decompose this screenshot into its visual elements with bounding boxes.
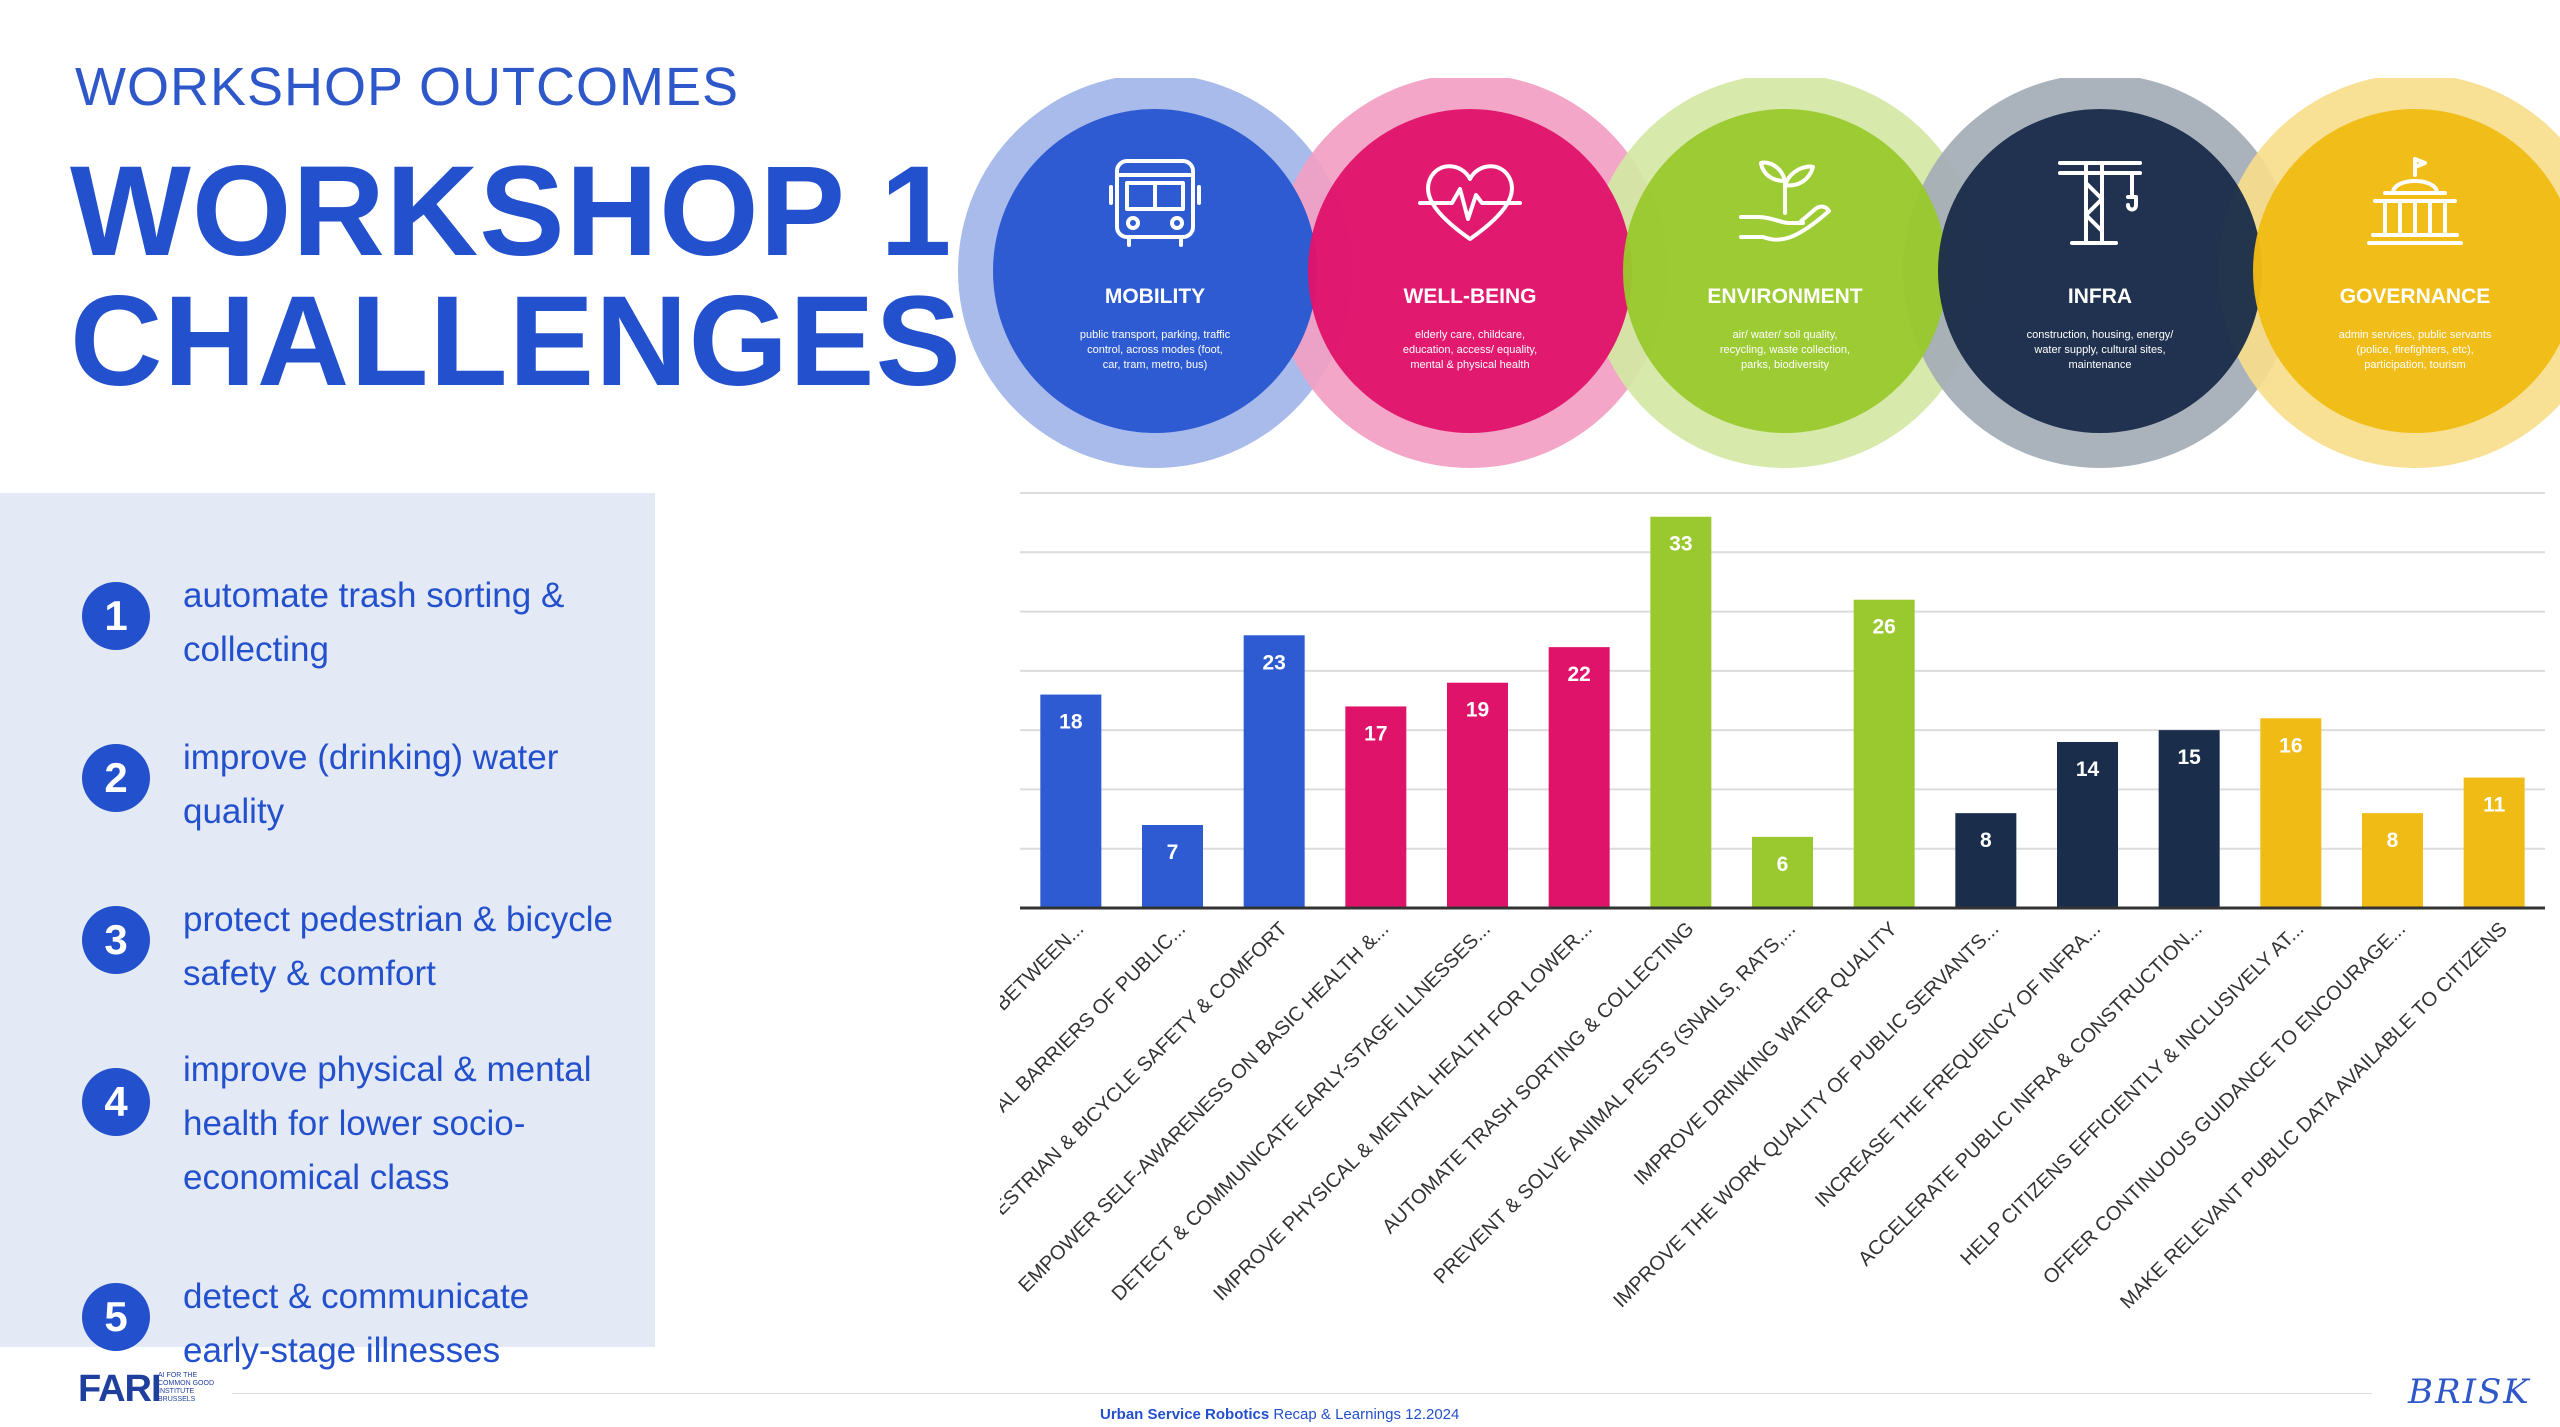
heart-pulse-icon	[1418, 164, 1522, 241]
bar-1	[1040, 694, 1102, 908]
bar-value-label-10: 8	[1980, 829, 1992, 852]
fari-logo: FARI	[78, 1368, 162, 1410]
bar-value-label-9: 26	[1872, 616, 1895, 639]
x-tick-label-5: DETECT & COMMUNICATE EARLY-STAGE ILLNESS…	[1108, 918, 1495, 1305]
mobility-desc-2: control, across modes (foot,	[1087, 344, 1223, 356]
page-subtitle: WORKSHOP OUTCOMES	[75, 57, 740, 117]
plant-in-hand-icon	[1739, 160, 1831, 242]
bar-value-label-3: 23	[1262, 651, 1285, 674]
bar-value-label-4: 17	[1364, 722, 1387, 745]
bar-11	[2057, 742, 2118, 908]
government-building-icon	[2367, 157, 2463, 245]
challenge-number-badge: 5	[82, 1283, 150, 1351]
bar-value-label-8: 6	[1777, 853, 1789, 876]
footer-caption: Urban Service Robotics Recap & Learnings…	[1100, 1406, 1459, 1423]
challenge-text: improve physical & mental health for low…	[183, 1050, 592, 1197]
environment-circle	[1623, 109, 1947, 433]
challenge-number-badge: 4	[82, 1068, 150, 1136]
governance-desc-3: participation, tourism	[2364, 359, 2466, 371]
chart-bars: 18 7 23 17 19 22 33 6 26 8 14 15 16 8 11	[1040, 516, 2525, 908]
challenge-text: protect pedestrian & bicycle safety & co…	[183, 900, 613, 993]
infra-desc-1: construction, housing, energy/	[2027, 329, 2175, 341]
bar-value-label-13: 16	[2279, 734, 2302, 757]
fari-logo-subtext: AI FOR THE COMMON GOOD INSTITUTE BRUSSEL…	[158, 1372, 214, 1403]
bar-14	[2362, 813, 2423, 908]
governance-circle	[2253, 109, 2560, 433]
footer-caption-rest: Recap & Learnings 12.2024	[1269, 1406, 1460, 1423]
well-being-desc-3: mental & physical health	[1410, 359, 1529, 371]
infra-desc-2: water supply, cultural sites,	[2033, 344, 2165, 356]
well-being-label: WELL-BEING	[1404, 285, 1537, 308]
page-title-line-2: CHALLENGES	[70, 270, 962, 413]
x-tick-label-15: MAKE RELEVANT PUBLIC DATA AVAILABLE TO C…	[2116, 918, 2511, 1313]
bar-5	[1447, 682, 1508, 908]
challenge-text: improve (drinking) water quality	[183, 738, 559, 831]
well-being-desc-1: elderly care, childcare,	[1415, 329, 1525, 341]
environment-desc-1: air/ water/ soil quality,	[1733, 329, 1838, 341]
bar-value-label-5: 19	[1466, 699, 1489, 722]
infra-label: INFRA	[2068, 285, 2132, 308]
category-circles: MOBILITY public transport, parking, traf…	[958, 78, 2560, 468]
challenges-bar-chart: 18 7 23 17 19 22 33 6 26 8 14 15 16 8 11 ENABLE EASY &…	[1000, 492, 2545, 1320]
governance-desc-1: admin services, public servants	[2339, 329, 2492, 341]
challenge-text: detect & communicate early-stage illness…	[183, 1277, 530, 1370]
bar-value-label-6: 22	[1567, 663, 1590, 686]
bar-value-label-14: 8	[2387, 829, 2399, 852]
bar-value-label-7: 33	[1669, 533, 1692, 556]
challenge-number-badge: 3	[82, 906, 150, 974]
bar-15	[2463, 777, 2525, 908]
x-tick-label-4: EMPOWER SELF-AWARENESS ON BASIC HEALTH &…	[1015, 918, 1394, 1297]
bar-value-label-12: 15	[2177, 746, 2201, 769]
x-tick-label-8: PREVENT & SOLVE ANIMAL PESTS (SNAILS, RA…	[1430, 918, 1800, 1288]
footer-caption-bold: Urban Service Robotics	[1100, 1406, 1270, 1423]
x-tick-label-13: HELP CITIZENS EFFICIENTLY & INCLUSIVELY …	[1956, 918, 2308, 1270]
environment-desc-2: recycling, waste collection,	[1720, 344, 1850, 356]
bar-value-label-11: 14	[2076, 758, 2100, 781]
x-tick-label-6: IMPROVE PHYSICAL & MENTAL HEALTH FOR LOW…	[1209, 918, 1596, 1305]
infra-desc-3: maintenance	[2069, 359, 2132, 371]
bar-6	[1548, 647, 1610, 908]
brisk-logo: BRISK	[2408, 1372, 2531, 1412]
bar-9	[1853, 599, 1915, 908]
page-title-line-1: WORKSHOP 1	[70, 140, 953, 283]
mobility-desc-1: public transport, parking, traffic	[1080, 329, 1231, 341]
well-being-desc-2: education, access/ equality,	[1403, 344, 1537, 356]
bar-3	[1243, 635, 1305, 908]
environment-label: ENVIRONMENT	[1707, 285, 1862, 308]
bar-4	[1345, 706, 1407, 908]
challenge-number-badge: 2	[82, 744, 150, 812]
bar-value-label-15: 11	[2483, 794, 2506, 817]
mobility-circle	[993, 109, 1317, 433]
x-tick-label-12: ACCELERATE PUBLIC INFRA & CONSTRUCTION..…	[1854, 918, 2206, 1270]
mobility-label: MOBILITY	[1105, 285, 1205, 308]
bar-value-label-1: 18	[1059, 711, 1083, 734]
environment-desc-3: parks, biodiversity	[1741, 359, 1830, 371]
top-challenges-panel: 1 automate trash sorting & collecting 2 …	[0, 493, 655, 1370]
mobility-desc-3: car, tram, metro, bus)	[1103, 359, 1208, 371]
bar-12	[2158, 730, 2220, 908]
crane-icon	[2058, 161, 2142, 245]
well-being-circle	[1308, 109, 1632, 433]
bar-7	[1650, 516, 1712, 908]
bar-10	[1955, 813, 2017, 908]
bar-2	[1142, 825, 1203, 908]
challenge-text: automate trash sorting & collecting	[183, 576, 565, 669]
governance-desc-2: (police, firefighters, etc),	[2356, 344, 2473, 356]
bar-8	[1752, 836, 1813, 908]
infra-circle	[1938, 109, 2262, 433]
bus-icon	[1109, 159, 1201, 247]
bar-value-label-2: 7	[1167, 841, 1179, 864]
chart-x-labels: ENABLE EASY & SEAMLESS SWITCHES BETWEEN.…	[1000, 918, 2512, 1320]
x-tick-label-14: OFFER CONTINUOUS GUIDANCE TO ENCOURAGE..…	[2039, 918, 2410, 1289]
footer-divider	[232, 1393, 2372, 1394]
governance-label: GOVERNANCE	[2340, 285, 2491, 308]
x-tick-label-10: IMPROVE THE WORK QUALITY OF PUBLIC SERVA…	[1609, 918, 2003, 1312]
challenge-number-badge: 1	[82, 582, 150, 650]
bar-13	[2260, 718, 2322, 908]
